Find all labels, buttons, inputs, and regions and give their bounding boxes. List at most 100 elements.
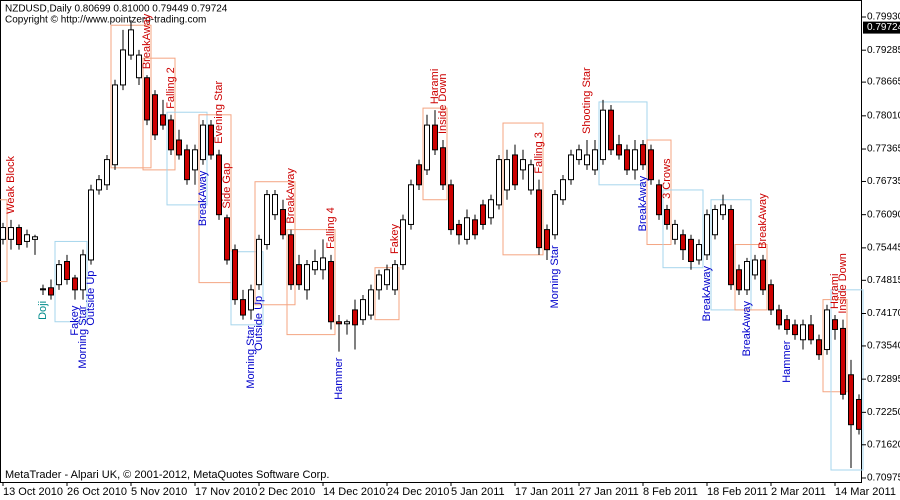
pattern-box bbox=[822, 299, 848, 393]
x-tick-label: 8 Feb 2011 bbox=[643, 486, 698, 498]
candle-body bbox=[552, 194, 558, 236]
y-tick-label: 0.70975 bbox=[867, 473, 900, 484]
y-tick-label: 0.72250 bbox=[867, 407, 900, 418]
candle-body bbox=[336, 321, 342, 325]
candle-body bbox=[856, 398, 862, 430]
candle-body bbox=[792, 324, 798, 336]
candle-body bbox=[488, 199, 494, 219]
candle-body bbox=[376, 274, 382, 291]
candle-body bbox=[320, 257, 326, 271]
x-tick-label: 17 Jan 2011 bbox=[515, 486, 575, 498]
candle-body bbox=[432, 124, 438, 151]
candle-body bbox=[176, 139, 182, 156]
candle-body bbox=[192, 149, 198, 171]
candle-body bbox=[24, 234, 30, 242]
pattern-label: Fakey bbox=[69, 305, 81, 335]
pattern-label: 3 Crows bbox=[661, 158, 673, 199]
candle-body bbox=[704, 214, 710, 256]
pattern-label: Doji bbox=[37, 301, 49, 320]
x-tick-label: 24 Dec 2010 bbox=[387, 486, 449, 498]
candle-body bbox=[264, 194, 270, 246]
marks bbox=[0, 20, 864, 471]
candle-body bbox=[448, 184, 454, 231]
candle-body bbox=[72, 277, 78, 291]
y-tick-label: 0.77365 bbox=[867, 144, 900, 155]
candle-body bbox=[392, 264, 398, 291]
candle-body bbox=[16, 227, 22, 246]
candle-body bbox=[800, 324, 806, 341]
x-tick-label: 5 Nov 2010 bbox=[131, 486, 187, 498]
x-tick-label: 2 Dec 2010 bbox=[259, 486, 315, 498]
pattern-label: Evening Star bbox=[213, 80, 225, 143]
candle-body bbox=[120, 49, 126, 86]
candle-body bbox=[272, 194, 278, 216]
candle-body bbox=[248, 289, 254, 311]
candle-body bbox=[256, 238, 262, 286]
pattern-box bbox=[662, 189, 704, 269]
candle-body bbox=[744, 261, 750, 291]
candle-body bbox=[808, 324, 814, 341]
candle-body bbox=[504, 159, 510, 191]
candle-body bbox=[688, 238, 694, 263]
copyright: Copyright © http://www.pointzero-trading… bbox=[5, 15, 206, 26]
pattern-label: BreakAway bbox=[141, 13, 153, 69]
candle-body bbox=[184, 149, 190, 181]
candle-body bbox=[776, 309, 782, 326]
candle-body bbox=[280, 209, 286, 236]
pattern-box bbox=[710, 199, 752, 311]
pattern-box bbox=[54, 240, 88, 323]
x-tick-label: 2 Mar 2011 bbox=[771, 486, 826, 498]
candle-body bbox=[64, 261, 70, 281]
candle-body bbox=[824, 309, 830, 351]
pattern-box bbox=[198, 114, 232, 284]
pattern-label: Fakey bbox=[389, 224, 401, 254]
x-tick-label: 5 Jan 2011 bbox=[451, 486, 505, 498]
pattern-label: Side Gap bbox=[221, 163, 233, 209]
y-tick-label: 0.76090 bbox=[867, 209, 900, 220]
candle-body bbox=[160, 114, 166, 126]
candle-body bbox=[768, 284, 774, 311]
pattern-box bbox=[254, 181, 296, 306]
candle-body bbox=[352, 309, 358, 326]
candle-body bbox=[832, 319, 838, 330]
candle-body bbox=[288, 234, 294, 286]
candle-body bbox=[344, 321, 350, 325]
pattern-label: BreakAway bbox=[757, 193, 769, 249]
pattern-label: Falling 3 bbox=[533, 132, 545, 174]
x-tick-label: 27 Jan 2011 bbox=[579, 486, 639, 498]
candle-body bbox=[568, 154, 574, 181]
candle-body bbox=[128, 29, 134, 56]
candle-body bbox=[576, 149, 582, 161]
candle-body bbox=[136, 54, 142, 79]
pattern-label: BreakAway bbox=[197, 170, 209, 226]
pattern-label: Hammer bbox=[781, 340, 793, 383]
candle-body bbox=[584, 154, 590, 166]
candle-body bbox=[216, 154, 222, 216]
pattern-label: Weak Block bbox=[5, 155, 17, 213]
candle-body bbox=[600, 109, 606, 161]
candle-body bbox=[480, 204, 486, 225]
y-tick-label: 0.76735 bbox=[867, 176, 900, 187]
pattern-label: Hammer bbox=[333, 357, 345, 400]
pattern-label: BreakAway bbox=[285, 168, 297, 224]
candle-body bbox=[400, 219, 406, 266]
footer: MetaTrader - Alpari UK, © 2001-2012, Met… bbox=[5, 469, 329, 481]
candle-body bbox=[560, 179, 566, 201]
pattern-box bbox=[502, 122, 544, 256]
y-tick-label: 0.78010 bbox=[867, 110, 900, 121]
candle-body bbox=[840, 327, 846, 395]
pattern-label: BreakAway bbox=[637, 175, 649, 231]
candle-body bbox=[96, 179, 102, 191]
candle-body bbox=[48, 287, 54, 296]
x-tick-label: 13 Oct 2010 bbox=[3, 486, 63, 498]
y-tick-label: 0.79285 bbox=[867, 45, 900, 56]
candle-body bbox=[8, 227, 14, 240]
candle-body bbox=[680, 234, 686, 251]
candle-body bbox=[512, 154, 518, 186]
candle-body bbox=[592, 149, 598, 171]
pattern-box bbox=[166, 111, 208, 206]
plot-frame bbox=[0, 0, 862, 483]
candle-body bbox=[616, 144, 622, 156]
candle-body bbox=[224, 217, 230, 261]
